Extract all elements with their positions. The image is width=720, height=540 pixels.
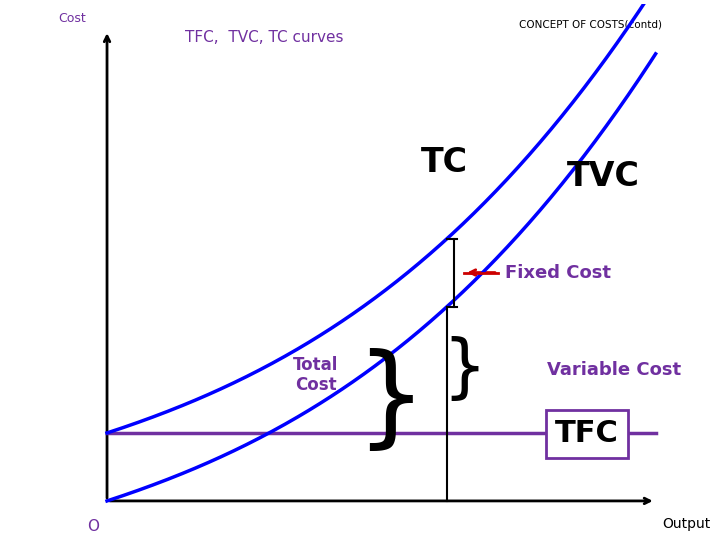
Text: TFC: TFC <box>555 420 619 449</box>
Text: CONCEPT OF COSTS(contd): CONCEPT OF COSTS(contd) <box>519 20 662 30</box>
Text: TVC: TVC <box>567 160 639 193</box>
Text: }: } <box>356 348 426 455</box>
Text: TFC,  TVC, TC curves: TFC, TVC, TC curves <box>186 30 344 45</box>
Text: Total
Cost: Total Cost <box>293 356 338 394</box>
Text: Fixed Cost: Fixed Cost <box>505 264 611 281</box>
Text: TC: TC <box>420 146 468 179</box>
Text: Variable Cost: Variable Cost <box>546 361 680 379</box>
Text: }: } <box>442 336 486 403</box>
Text: O: O <box>87 519 99 534</box>
Text: Output: Output <box>662 517 711 531</box>
Text: Cost: Cost <box>59 12 86 25</box>
